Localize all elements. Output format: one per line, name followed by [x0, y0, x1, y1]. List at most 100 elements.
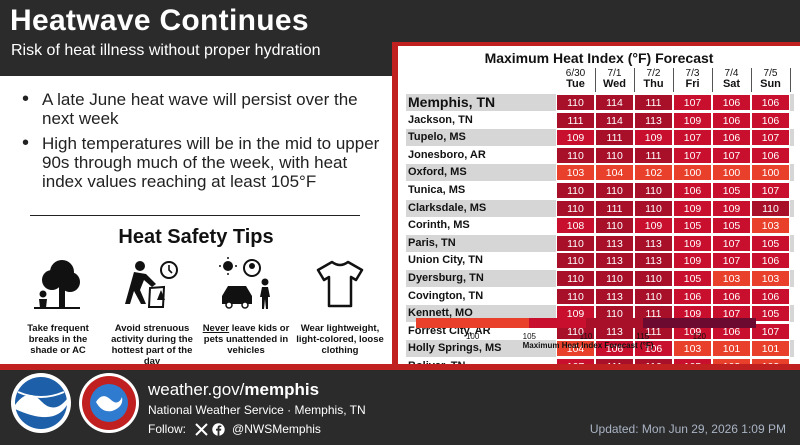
day-separator [673, 68, 674, 92]
table-title: Maximum Heat Index (°F) Forecast [484, 50, 714, 66]
heat-index-cell: 110 [556, 199, 595, 217]
table-row: Memphis, TN 110 114 111 107 106 106 [406, 94, 794, 111]
updated-timestamp: Updated: Mon Jun 29, 2026 1:09 PM [589, 422, 786, 436]
city-name: Dyersburg, TN [408, 272, 484, 284]
heat-index-cell: 110 [556, 234, 595, 252]
heat-index-cell: 105 [751, 305, 790, 323]
heat-index-cell: 100 [673, 164, 712, 182]
tip-clothing: Wear lightweight, light-colored, loose c… [296, 256, 384, 356]
heat-index-cell: 104 [556, 340, 595, 358]
forecast-panel: Maximum Heat Index (°F) Forecast 6/30 Tue… [398, 46, 800, 375]
table-row: Tupelo, MS 109 111 109 107 106 107 [406, 129, 794, 147]
heat-index-cell: 105 [751, 234, 790, 252]
heat-index-cell: 110 [556, 270, 595, 287]
x-icon[interactable] [195, 423, 209, 437]
heat-index-cell: 111 [634, 94, 673, 111]
table-row: Corinth, MS 108 110 109 105 105 103 [406, 217, 794, 235]
heat-index-cell: 110 [556, 94, 595, 111]
tshirt-icon [316, 260, 364, 308]
day-header: 7/1 Wed [602, 68, 627, 90]
heat-index-cell: 110 [556, 287, 595, 305]
heat-index-cell: 110 [556, 252, 595, 270]
heat-index-cell: 106 [673, 287, 712, 305]
colorbar-segment [416, 318, 473, 328]
heat-index-cell: 105 [712, 182, 751, 199]
colorbar [416, 318, 756, 328]
heat-index-cell: 101 [712, 340, 751, 358]
heat-index-cell: 110 [634, 182, 673, 199]
heat-index-cell: 106 [673, 182, 712, 199]
facebook-icon[interactable] [212, 423, 225, 437]
website-link[interactable]: weather.gov/memphis [148, 380, 320, 399]
heat-index-cell: 103 [751, 270, 790, 287]
heat-index-cell: 103 [556, 164, 595, 182]
table-row: Oxford, MS 103 104 102 100 100 100 [406, 164, 794, 182]
city-name: Covington, TN [408, 289, 484, 302]
heat-index-cell: 106 [595, 340, 634, 358]
city-name: Jonesboro, AR [408, 148, 486, 161]
heat-index-cell: 100 [751, 164, 790, 182]
city-name: Jackson, TN [408, 113, 473, 126]
bullet-item: A late June heat wave will persist over … [16, 90, 388, 128]
city-name: Oxford, MS [408, 166, 467, 179]
heat-index-cell: 114 [595, 111, 634, 129]
footer: weather.gov/memphis National Weather Ser… [0, 370, 800, 445]
heat-index-cell: 107 [751, 182, 790, 199]
noaa-logo-icon [11, 373, 71, 433]
heat-index-cell: 107 [712, 252, 751, 270]
heat-index-cell: 111 [595, 129, 634, 147]
left-panel: A late June heat wave will persist over … [0, 76, 392, 367]
city-name: Kennett, MO [408, 307, 473, 320]
heat-index-cell: 109 [556, 129, 595, 147]
social-handle[interactable]: @NWSMemphis [232, 422, 321, 436]
heat-index-cell: 110 [634, 287, 673, 305]
tip-shade: Take frequent breaks in the shade or AC [14, 256, 102, 356]
heat-index-cell: 113 [634, 111, 673, 129]
heat-index-cell: 110 [595, 217, 634, 235]
heat-index-cell: 113 [634, 234, 673, 252]
bullet-item: High temperatures will be in the mid to … [16, 134, 388, 191]
city-name: Union City, TN [408, 254, 483, 267]
day-header: 7/5 Sun [760, 68, 781, 90]
tip-text: Take frequent breaks in the shade or AC [27, 323, 89, 356]
table-row: Holly Springs, MS 104 106 106 103 101 101 [406, 340, 794, 358]
day-separator [595, 68, 596, 92]
heat-index-cell: 109 [712, 199, 751, 217]
table-row: Jonesboro, AR 110 110 111 107 107 106 [406, 146, 794, 164]
heat-index-cell: 107 [673, 146, 712, 164]
heat-index-cell: 110 [556, 146, 595, 164]
heat-index-cell: 109 [673, 234, 712, 252]
table-row: Kennett, MO 109 110 111 109 107 105 [406, 305, 794, 323]
heat-index-cell: 113 [595, 287, 634, 305]
heat-index-cell: 111 [595, 199, 634, 217]
colorbar-tick: 100 [465, 332, 480, 341]
heat-index-cell: 107 [673, 129, 712, 147]
heat-index-cell: 103 [673, 340, 712, 358]
bullet-list: A late June heat wave will persist over … [16, 90, 388, 197]
heat-index-cell: 110 [634, 199, 673, 217]
day-header: 6/30 Tue [565, 68, 586, 90]
day-header: 7/3 Fri [685, 68, 700, 90]
table-row: Jackson, TN 111 114 113 109 106 106 [406, 111, 794, 129]
heat-index-cell: 106 [712, 129, 751, 147]
heat-index-cell: 113 [634, 252, 673, 270]
strenuous-activity-icon [125, 261, 178, 308]
colorbar-segment [642, 318, 756, 328]
hot-car-icon [219, 257, 270, 309]
colorbar-segment [529, 318, 586, 328]
heat-index-cell: 107 [712, 234, 751, 252]
colorbar-segment [586, 318, 643, 328]
heat-index-cell: 106 [751, 94, 790, 111]
heat-index-cell: 106 [634, 340, 673, 358]
table-row: Dyersburg, TN 110 110 110 105 103 103 [406, 270, 794, 287]
social-follow: Follow: @NWSMemphis [148, 422, 321, 437]
day-separator [634, 68, 635, 92]
city-name: Paris, TN [408, 236, 456, 249]
city-name: Tupelo, MS [408, 131, 466, 144]
table-row: Covington, TN 110 113 110 106 106 106 [406, 287, 794, 305]
tip-text: Wear lightweight, light-colored, loose c… [296, 323, 384, 356]
heat-index-cell: 103 [712, 270, 751, 287]
heat-index-cell: 106 [751, 111, 790, 129]
heat-index-cell: 114 [595, 94, 634, 111]
tip-hot-car: Never leave kids or pets unattended in v… [202, 256, 290, 356]
